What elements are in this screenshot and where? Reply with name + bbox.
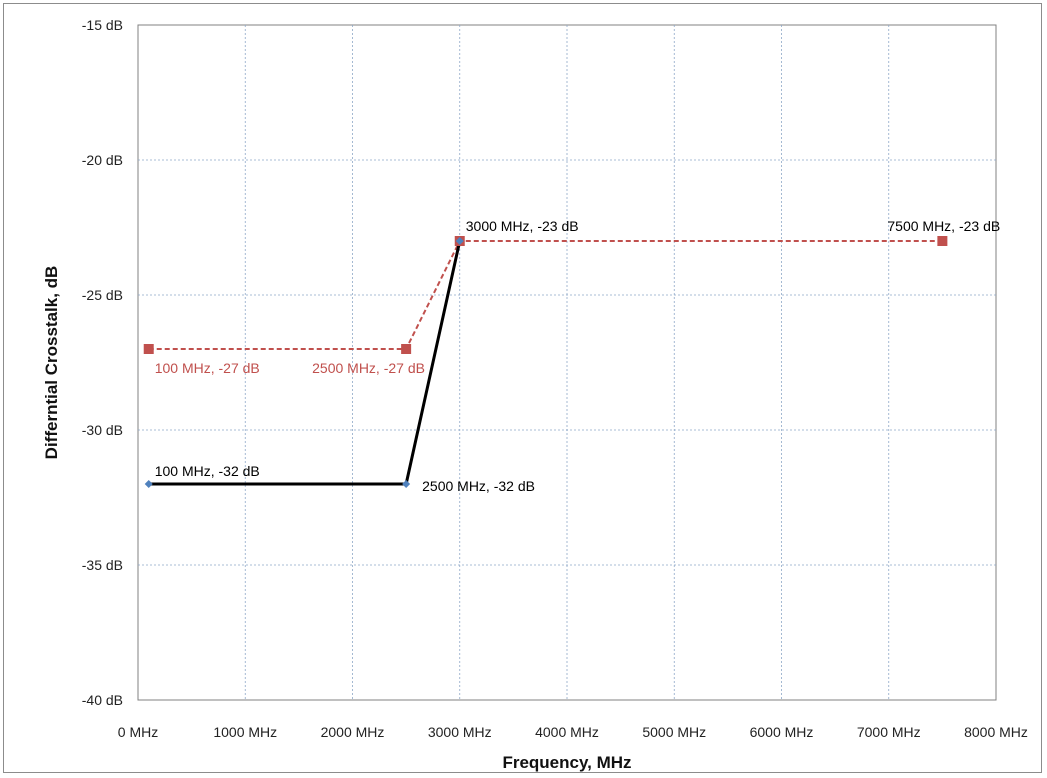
data-point-marker	[401, 344, 412, 354]
data-label: 2500 MHz, -27 dB	[312, 360, 425, 376]
y-tick-label: -40 dB	[82, 692, 123, 708]
data-point-marker	[144, 480, 153, 488]
x-tick-label: 1000 MHz	[213, 724, 277, 740]
y-tick-label: -20 dB	[82, 152, 123, 168]
x-tick-label: 8000 MHz	[964, 724, 1028, 740]
x-tick-label: 3000 MHz	[428, 724, 492, 740]
y-axis-title: Differntial Crosstalk, dB	[42, 266, 61, 460]
chart-frame	[3, 3, 1042, 773]
x-tick-label: 6000 MHz	[750, 724, 814, 740]
y-tick-label: -35 dB	[82, 557, 123, 573]
y-tick-label: -30 dB	[82, 422, 123, 438]
data-label: 3000 MHz, -23 dB	[466, 218, 579, 234]
data-label: 2500 MHz, -32 dB	[422, 478, 535, 494]
grid	[137, 24, 997, 701]
x-tick-label: 7000 MHz	[857, 724, 921, 740]
y-tick-label: -25 dB	[82, 287, 123, 303]
data-label: 7500 MHz, -23 dB	[887, 218, 1000, 234]
series-layer	[143, 236, 948, 488]
x-axis-title: Frequency, MHz	[502, 753, 631, 772]
data-label: 100 MHz, -32 dB	[155, 463, 260, 479]
series-line	[148, 240, 943, 350]
data-point-marker	[937, 236, 948, 246]
data-point-marker	[455, 237, 464, 245]
tick-labels: 0 MHz 1000 MHz 2000 MHz 3000 MHz 4000 MHz 500…	[82, 17, 1028, 740]
data-label: 100 MHz, -27 dB	[155, 360, 260, 376]
y-tick-label: -15 dB	[82, 17, 123, 33]
x-tick-label: 5000 MHz	[642, 724, 706, 740]
x-tick-label: 4000 MHz	[535, 724, 599, 740]
data-point-marker	[402, 480, 411, 488]
x-tick-label: 2000 MHz	[321, 724, 385, 740]
annotations: 3000 MHz, -23 dB 7500 MHz, -23 dB 100 MHz,…	[155, 218, 1000, 494]
x-tick-label: 0 MHz	[118, 724, 158, 740]
data-point-marker	[143, 344, 154, 354]
